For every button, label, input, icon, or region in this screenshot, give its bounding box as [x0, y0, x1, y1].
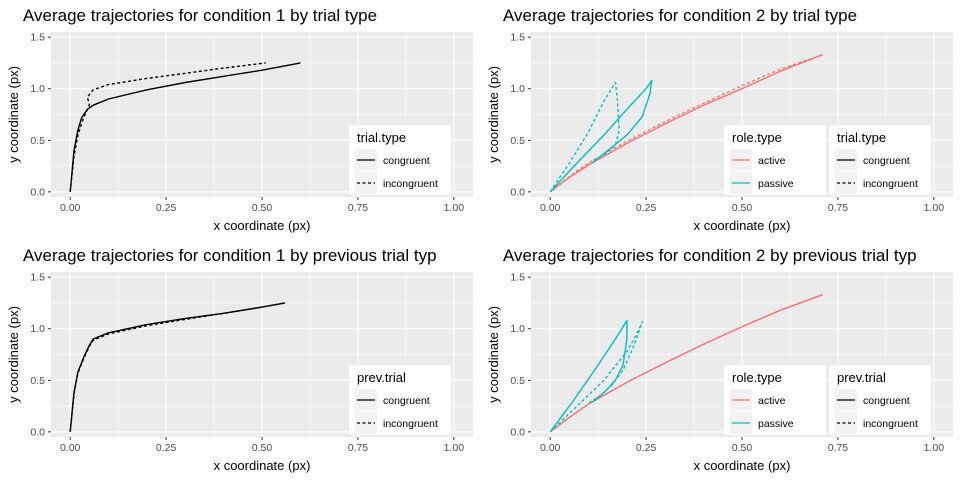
y-tick-label: 1.5	[30, 272, 45, 284]
x-axis-title: x coordinate (px)	[214, 458, 311, 473]
x-tick-label: 0.00	[60, 442, 81, 454]
legend-label: active	[758, 155, 786, 167]
y-tick-label: 0.0	[510, 186, 525, 198]
y-tick-label: 1.0	[510, 83, 525, 95]
x-tick-label: 0.50	[732, 442, 753, 454]
x-axis-title: x coordinate (px)	[694, 218, 791, 233]
x-tick-label: 0.25	[156, 202, 177, 214]
series-line-3	[549, 79, 653, 193]
legend-title: role.type	[732, 370, 782, 385]
legend-label: incongruent	[383, 178, 438, 190]
x-tick-label: 0.75	[348, 202, 369, 214]
legend-key	[835, 172, 857, 194]
legend-label: congruent	[863, 395, 910, 407]
series-line-2	[69, 302, 286, 432]
series-line-4	[549, 320, 643, 433]
legend-prev-trial: prev.trial congruent incongruent	[349, 365, 451, 435]
y-tick-label: 0.5	[30, 135, 45, 147]
legend-title: trial.type	[357, 130, 406, 145]
x-tick-label: 0.00	[540, 442, 561, 454]
chart-panel-2: Average trajectories for condition 2 by …	[486, 6, 953, 233]
y-tick-label: 0.5	[510, 135, 525, 147]
x-tick-label: 0.75	[828, 202, 849, 214]
legend-key	[355, 172, 377, 194]
legend-key	[835, 412, 857, 434]
y-tick-label: 0.0	[30, 186, 45, 198]
legend-label: incongruent	[863, 178, 918, 190]
series-line-2	[549, 294, 823, 433]
x-tick-label: 0.25	[156, 442, 177, 454]
legend-key	[355, 412, 377, 434]
x-tick-label: 0.75	[828, 442, 849, 454]
y-tick-label: 1.5	[510, 272, 525, 284]
series-line-1	[549, 54, 823, 193]
chart-panel-1: Average trajectories for condition 1 by …	[6, 6, 473, 233]
x-axis-title: x coordinate (px)	[214, 218, 311, 233]
legend-label: active	[758, 395, 786, 407]
chart-title: Average trajectories for condition 1 by …	[23, 246, 437, 265]
x-tick-label: 0.00	[540, 202, 561, 214]
x-tick-label: 0.50	[252, 442, 273, 454]
x-tick-label: 1.00	[924, 442, 945, 454]
chart-title: Average trajectories for condition 1 by …	[23, 6, 377, 25]
x-tick-label: 1.00	[924, 202, 945, 214]
x-tick-label: 0.00	[60, 202, 81, 214]
x-tick-label: 1.00	[444, 442, 465, 454]
y-axis-title: y coordinate (px)	[6, 66, 21, 163]
chart-panel-4: Average trajectories for condition 2 by …	[486, 246, 953, 473]
x-tick-label: 0.25	[636, 202, 657, 214]
legend-label: incongruent	[383, 418, 438, 430]
chart-panel-3: Average trajectories for condition 1 by …	[6, 246, 473, 473]
legend-label: incongruent	[863, 418, 918, 430]
y-tick-label: 1.0	[30, 83, 45, 95]
legend-label: congruent	[383, 155, 430, 167]
legend-label: passive	[758, 178, 794, 190]
x-tick-label: 0.50	[732, 202, 753, 214]
legend-role-type: role.type active passive	[724, 125, 826, 195]
y-tick-label: 1.0	[510, 323, 525, 335]
y-tick-label: 0.5	[510, 375, 525, 387]
legend-prev-trial: prev.trial congruent incongruent	[829, 365, 931, 435]
legend-role-type: role.type active passive	[724, 365, 826, 435]
x-tick-label: 0.50	[252, 202, 273, 214]
y-tick-label: 1.0	[30, 323, 45, 335]
legend-title: trial.type	[837, 130, 886, 145]
series-line-4	[549, 81, 620, 193]
legend-label: congruent	[863, 155, 910, 167]
y-tick-label: 0.0	[30, 426, 45, 438]
x-tick-label: 0.75	[348, 442, 369, 454]
legend-trial-type: trial.type congruent incongruent	[349, 125, 451, 195]
legend-label: passive	[758, 418, 794, 430]
y-tick-label: 1.5	[510, 32, 525, 44]
legend-title: role.type	[732, 130, 782, 145]
legend-title: prev.trial	[357, 370, 406, 385]
y-axis-title: y coordinate (px)	[486, 306, 501, 403]
x-tick-label: 0.25	[636, 442, 657, 454]
series-line-1	[69, 62, 301, 192]
chart-title: Average trajectories for condition 2 by …	[503, 246, 917, 265]
y-axis-title: y coordinate (px)	[6, 306, 21, 403]
y-tick-label: 0.0	[510, 426, 525, 438]
legend-label: congruent	[383, 395, 430, 407]
series-line-2	[549, 54, 823, 193]
x-axis-title: x coordinate (px)	[694, 458, 791, 473]
legend-trial-type: trial.type congruent incongruent	[829, 125, 931, 195]
y-tick-label: 1.5	[30, 32, 45, 44]
legend-title: prev.trial	[837, 370, 886, 385]
x-tick-label: 1.00	[444, 202, 465, 214]
y-tick-label: 0.5	[30, 375, 45, 387]
y-axis-title: y coordinate (px)	[486, 66, 501, 163]
chart-title: Average trajectories for condition 2 by …	[503, 6, 857, 25]
